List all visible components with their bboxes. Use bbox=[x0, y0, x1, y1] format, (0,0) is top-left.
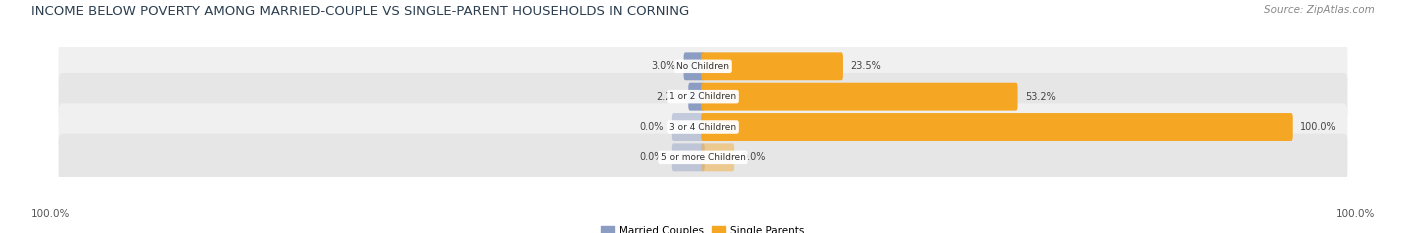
FancyBboxPatch shape bbox=[702, 113, 1292, 141]
FancyBboxPatch shape bbox=[59, 43, 1347, 90]
Text: Source: ZipAtlas.com: Source: ZipAtlas.com bbox=[1264, 5, 1375, 15]
Text: 53.2%: 53.2% bbox=[1025, 92, 1056, 102]
FancyBboxPatch shape bbox=[672, 113, 704, 141]
FancyBboxPatch shape bbox=[672, 143, 704, 171]
Text: 100.0%: 100.0% bbox=[1336, 209, 1375, 219]
FancyBboxPatch shape bbox=[689, 83, 704, 111]
Text: 0.0%: 0.0% bbox=[640, 152, 664, 162]
Text: No Children: No Children bbox=[676, 62, 730, 71]
FancyBboxPatch shape bbox=[702, 143, 734, 171]
FancyBboxPatch shape bbox=[59, 73, 1347, 120]
FancyBboxPatch shape bbox=[702, 83, 1018, 111]
Text: 23.5%: 23.5% bbox=[851, 61, 882, 71]
Text: INCOME BELOW POVERTY AMONG MARRIED-COUPLE VS SINGLE-PARENT HOUSEHOLDS IN CORNING: INCOME BELOW POVERTY AMONG MARRIED-COUPL… bbox=[31, 5, 689, 18]
Text: 2.2%: 2.2% bbox=[657, 92, 681, 102]
Text: 100.0%: 100.0% bbox=[31, 209, 70, 219]
FancyBboxPatch shape bbox=[683, 52, 704, 80]
Text: 100.0%: 100.0% bbox=[1301, 122, 1337, 132]
FancyBboxPatch shape bbox=[702, 52, 844, 80]
FancyBboxPatch shape bbox=[59, 134, 1347, 181]
Text: 3 or 4 Children: 3 or 4 Children bbox=[669, 123, 737, 131]
Text: 3.0%: 3.0% bbox=[651, 61, 676, 71]
Text: 5 or more Children: 5 or more Children bbox=[661, 153, 745, 162]
Text: 1 or 2 Children: 1 or 2 Children bbox=[669, 92, 737, 101]
FancyBboxPatch shape bbox=[59, 103, 1347, 151]
Text: 0.0%: 0.0% bbox=[640, 122, 664, 132]
Text: 0.0%: 0.0% bbox=[742, 152, 766, 162]
Legend: Married Couples, Single Parents: Married Couples, Single Parents bbox=[598, 221, 808, 233]
